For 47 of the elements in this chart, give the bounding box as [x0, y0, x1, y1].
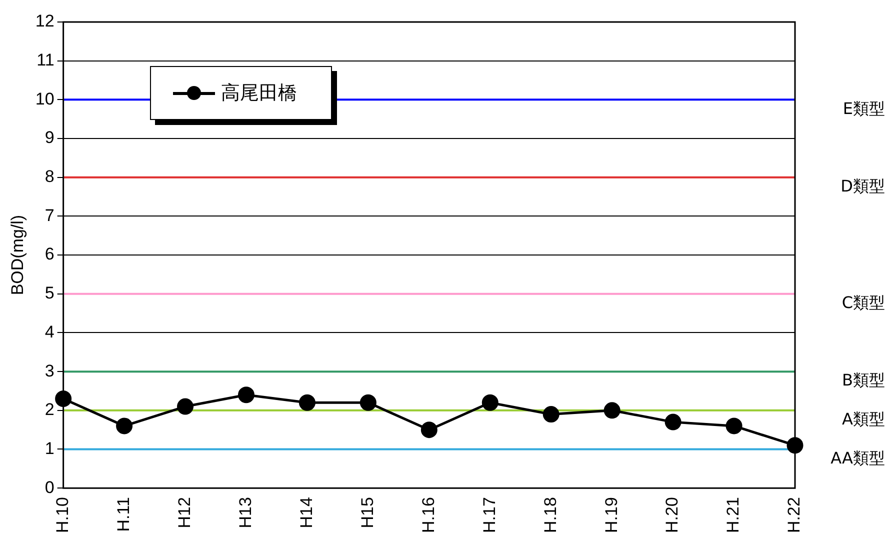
point: [604, 402, 620, 419]
y-tick-label: 11: [36, 50, 54, 70]
x-tick-label: H15: [358, 497, 377, 528]
y-tick-label: 0: [44, 478, 54, 497]
y-tick-label: 8: [44, 167, 54, 186]
y-tick-label: 2: [44, 400, 54, 420]
ref-line-label: E類型: [842, 98, 885, 118]
ref-line-label: A類型: [842, 410, 885, 429]
point: [360, 394, 376, 411]
x-tick-label: H.18: [540, 497, 560, 534]
x-tick-label: H.11: [114, 497, 133, 532]
y-tick-label: 3: [44, 361, 54, 380]
x-tick-label: H.16: [418, 497, 438, 534]
x-tick-label: H.20: [662, 497, 682, 534]
point: [542, 406, 560, 423]
y-tick-label: 9: [44, 128, 54, 148]
ref-line-label: AA類型: [830, 448, 885, 468]
point: [238, 386, 254, 404]
point: [55, 390, 72, 408]
point: [298, 394, 316, 411]
point: [177, 398, 194, 415]
y-axis-title: BOD(mg/l): [8, 214, 27, 296]
y-tick-label: 4: [44, 322, 54, 342]
x-tick-label: H13: [236, 497, 255, 528]
y-tick-label: 7: [44, 206, 54, 225]
x-tick-label: H.10: [52, 497, 72, 534]
x-tick-label: H14: [296, 497, 316, 528]
point: [420, 422, 438, 438]
point: [786, 437, 804, 454]
x-tick-label: H.19: [602, 497, 621, 534]
x-tick-label: H.22: [784, 497, 804, 534]
ref-line-label: C類型: [842, 293, 885, 312]
point: [482, 394, 498, 411]
y-tick-label: 10: [35, 89, 54, 108]
ref-line-label: D類型: [840, 176, 885, 196]
x-tick-label: H12: [174, 497, 194, 528]
x-tick-label: H.21: [724, 497, 743, 534]
x-tick-label: H.17: [480, 497, 499, 534]
point: [116, 418, 133, 434]
ref-line-label: B類型: [842, 370, 885, 390]
legend-label: 高尾田橋: [221, 81, 297, 106]
point: [726, 418, 742, 434]
y-tick-label: 6: [44, 244, 54, 264]
point: [664, 414, 682, 430]
y-tick-label: 1: [44, 438, 54, 458]
y-tick-label: 5: [44, 284, 54, 303]
y-tick-label: 12: [35, 12, 54, 31]
